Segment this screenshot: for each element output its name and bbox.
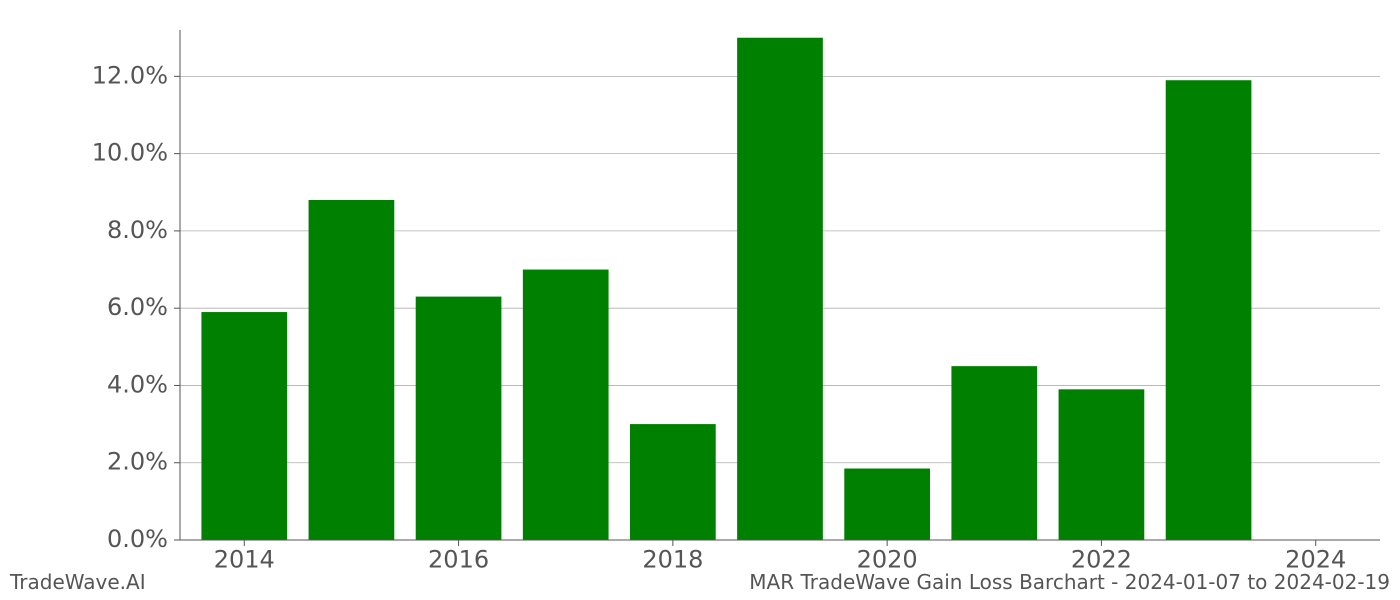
y-tick-label: 8.0% <box>107 216 168 244</box>
bar <box>630 424 716 540</box>
bar <box>951 366 1037 540</box>
y-tick-label: 2.0% <box>107 448 168 476</box>
bar-chart: 0.0% 2.0% 4.0% 6.0% 8.0% 10.0% 12.0% 2014 2016 2… <box>0 0 1400 600</box>
footer-left: TradeWave.AI <box>10 570 146 594</box>
bar <box>1166 80 1252 540</box>
bar <box>309 200 395 540</box>
x-tick-label: 2016 <box>428 546 489 574</box>
chart-stage: 0.0% 2.0% 4.0% 6.0% 8.0% 10.0% 12.0% 2014 2016 2… <box>0 0 1400 600</box>
y-tick-label: 0.0% <box>107 525 168 553</box>
footer-right: MAR TradeWave Gain Loss Barchart - 2024-… <box>749 570 1390 594</box>
y-tick-label: 6.0% <box>107 293 168 321</box>
bar <box>416 297 502 540</box>
bar <box>1059 389 1145 540</box>
bar <box>523 270 609 540</box>
y-tick-label: 4.0% <box>107 370 168 398</box>
bar <box>201 312 287 540</box>
bar <box>844 469 930 540</box>
y-tick-label: 12.0% <box>92 61 168 89</box>
y-tick-label: 10.0% <box>92 139 168 167</box>
y-tick-labels: 0.0% 2.0% 4.0% 6.0% 8.0% 10.0% 12.0% <box>92 61 180 553</box>
x-tick-labels: 201420162018202020222024 <box>214 540 1347 574</box>
bars-group <box>201 38 1251 540</box>
x-tick-label: 2018 <box>642 546 703 574</box>
bar <box>737 38 823 540</box>
x-tick-label: 2014 <box>214 546 275 574</box>
